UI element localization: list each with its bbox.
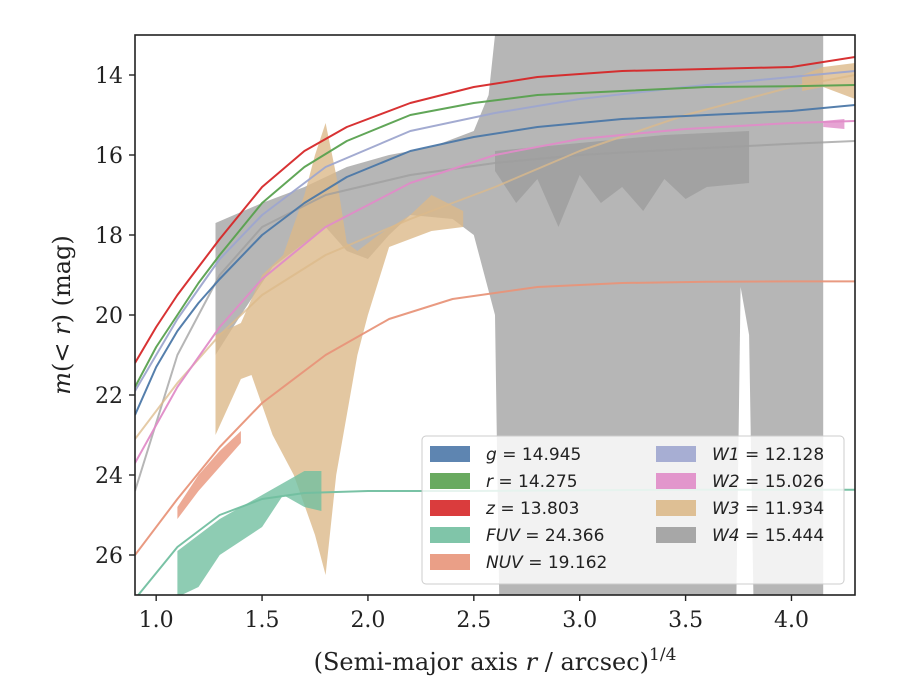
band-w3 [215, 123, 464, 575]
curve-w2 [135, 120, 855, 464]
y-tick-label: 18 [95, 224, 123, 249]
band-fuv [177, 471, 322, 595]
legend-swatch-fuv [430, 527, 470, 543]
curve-w4 [135, 140, 855, 492]
legend-box [421, 435, 845, 585]
x-tick-label: 3.0 [562, 608, 597, 633]
x-tick-label: 1.0 [139, 608, 174, 633]
legend-label-nuv: NUV = 19.162 [486, 553, 607, 573]
legend-swatch-r [430, 473, 470, 489]
legend-swatch-g [430, 446, 470, 462]
legend-swatch-w3 [656, 500, 696, 516]
y-tick-label: 22 [95, 384, 123, 409]
legend-label-g: g = 14.945 [486, 445, 581, 465]
x-tick-label: 4.0 [774, 608, 809, 633]
legend-label-w3: W3 = 11.934 [712, 499, 824, 519]
curve-w1 [135, 70, 855, 392]
curve-g [135, 104, 855, 416]
band-nuv [177, 431, 241, 519]
legend-label-w4: W4 = 15.444 [712, 526, 824, 546]
legend-label-w1: W1 = 12.128 [712, 445, 824, 465]
x-axis-ticks: 1.0 1.5 2.0 2.5 3.0 3.5 4.0 [139, 595, 809, 633]
x-tick-label: 3.5 [668, 608, 703, 633]
curve-nuv [135, 280, 855, 556]
x-tick-label: 1.5 [245, 608, 280, 633]
x-tick-label: 2.0 [350, 608, 385, 633]
y-tick-label: 24 [95, 464, 123, 489]
y-tick-label: 16 [95, 144, 123, 169]
y-axis-label: m(< r) (mag) [48, 235, 76, 395]
legend-label-r: r = 14.275 [486, 472, 578, 492]
curve-r [135, 84, 855, 388]
legend-swatch-w1 [656, 446, 696, 462]
plot-frame [134, 34, 856, 596]
curve-z [135, 56, 855, 364]
model-curves [135, 56, 855, 595]
legend-swatch-w2 [656, 473, 696, 489]
y-tick-label: 20 [95, 304, 123, 329]
legend-swatch-z [430, 500, 470, 516]
curve-w3 [135, 74, 855, 440]
x-tick-label: 2.5 [456, 608, 491, 633]
legend-label-w2: W2 = 15.026 [712, 472, 824, 492]
legend-swatch-w4 [656, 527, 696, 543]
x-axis-label: (Semi-major axis r / arcsec)1/4 [314, 645, 677, 676]
y-tick-label: 26 [95, 544, 123, 569]
y-axis-ticks: 14 16 18 20 22 24 26 [95, 64, 135, 569]
legend-swatch-nuv [430, 554, 470, 570]
legend: g = 14.945 r = 14.275 z = 13.803 FUV = 24.3… [421, 435, 845, 585]
legend-label-fuv: FUV = 24.366 [486, 526, 604, 546]
band-w4-extra [495, 131, 750, 227]
y-tick-label: 14 [95, 64, 123, 89]
legend-label-z: z = 13.803 [485, 499, 579, 519]
